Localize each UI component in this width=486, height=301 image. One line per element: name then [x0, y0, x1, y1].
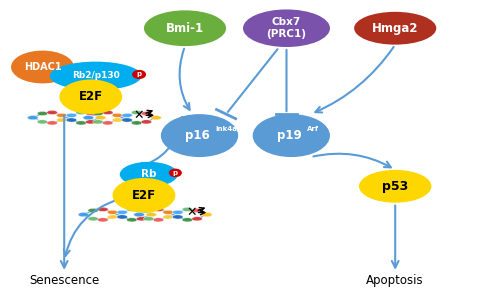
Ellipse shape: [11, 51, 74, 83]
Text: p19: p19: [277, 129, 301, 142]
Ellipse shape: [95, 116, 106, 120]
Text: ✕: ✕: [186, 206, 196, 219]
Ellipse shape: [136, 217, 147, 221]
Text: ✕: ✕: [134, 109, 144, 122]
Ellipse shape: [28, 116, 38, 120]
Ellipse shape: [144, 10, 226, 46]
Ellipse shape: [143, 217, 154, 221]
Ellipse shape: [37, 111, 48, 116]
Ellipse shape: [76, 121, 87, 125]
Ellipse shape: [66, 113, 77, 117]
Ellipse shape: [113, 178, 175, 213]
Ellipse shape: [359, 170, 432, 203]
Ellipse shape: [131, 110, 142, 115]
Ellipse shape: [141, 120, 152, 124]
Ellipse shape: [151, 116, 161, 120]
Ellipse shape: [192, 208, 202, 213]
Ellipse shape: [192, 217, 202, 221]
Ellipse shape: [173, 210, 183, 214]
Ellipse shape: [134, 213, 144, 217]
Ellipse shape: [163, 215, 174, 219]
Ellipse shape: [173, 215, 183, 219]
Ellipse shape: [98, 218, 108, 222]
Ellipse shape: [146, 213, 156, 217]
Ellipse shape: [78, 213, 89, 217]
Ellipse shape: [56, 118, 67, 122]
Text: Ink4a: Ink4a: [215, 126, 237, 132]
Ellipse shape: [153, 218, 164, 222]
Ellipse shape: [253, 114, 330, 157]
Text: Apoptosis: Apoptosis: [366, 274, 424, 287]
Ellipse shape: [37, 120, 48, 124]
Ellipse shape: [134, 213, 144, 217]
Ellipse shape: [201, 213, 212, 217]
Ellipse shape: [122, 118, 132, 122]
Ellipse shape: [354, 12, 436, 45]
Ellipse shape: [112, 118, 122, 122]
Ellipse shape: [103, 121, 113, 125]
Ellipse shape: [117, 210, 127, 214]
Ellipse shape: [47, 121, 57, 125]
Ellipse shape: [86, 120, 96, 124]
Ellipse shape: [88, 208, 99, 213]
Text: Rb: Rb: [141, 169, 156, 179]
Ellipse shape: [98, 207, 108, 212]
Ellipse shape: [126, 218, 137, 222]
Ellipse shape: [161, 114, 238, 157]
Ellipse shape: [50, 62, 141, 90]
Ellipse shape: [112, 113, 122, 117]
Ellipse shape: [153, 207, 164, 212]
Text: p: p: [173, 170, 178, 176]
Text: p16: p16: [185, 129, 209, 142]
Circle shape: [170, 169, 181, 176]
Ellipse shape: [151, 116, 161, 120]
Text: E2F: E2F: [79, 90, 103, 103]
Ellipse shape: [76, 110, 87, 115]
Ellipse shape: [28, 116, 38, 120]
Ellipse shape: [47, 110, 57, 115]
Ellipse shape: [88, 217, 99, 221]
Ellipse shape: [243, 9, 330, 47]
Text: Senescence: Senescence: [29, 274, 99, 287]
Text: Arf: Arf: [307, 126, 319, 132]
Ellipse shape: [107, 210, 118, 214]
Text: Rb2/p130: Rb2/p130: [72, 71, 120, 80]
Ellipse shape: [59, 79, 122, 114]
Text: Cbx7
(PRC1): Cbx7 (PRC1): [266, 17, 307, 39]
Text: Hmga2: Hmga2: [372, 22, 418, 35]
Text: p53: p53: [382, 180, 408, 193]
Text: Bmi-1: Bmi-1: [166, 22, 204, 35]
Ellipse shape: [122, 113, 132, 117]
Ellipse shape: [56, 113, 67, 117]
Ellipse shape: [95, 116, 106, 120]
Ellipse shape: [201, 213, 212, 217]
Text: HDAC1: HDAC1: [24, 62, 61, 72]
Ellipse shape: [107, 215, 118, 219]
Ellipse shape: [143, 208, 154, 213]
Ellipse shape: [141, 111, 152, 116]
Ellipse shape: [93, 120, 104, 124]
Ellipse shape: [131, 121, 142, 125]
Ellipse shape: [182, 218, 193, 222]
Text: p: p: [137, 71, 142, 77]
Ellipse shape: [146, 213, 156, 217]
Ellipse shape: [93, 111, 104, 116]
Ellipse shape: [120, 162, 178, 187]
Text: E2F: E2F: [132, 189, 156, 202]
Circle shape: [133, 70, 145, 78]
Ellipse shape: [83, 116, 94, 120]
Ellipse shape: [103, 110, 113, 115]
Ellipse shape: [182, 207, 193, 212]
Ellipse shape: [78, 213, 89, 217]
Ellipse shape: [117, 215, 127, 219]
Ellipse shape: [86, 111, 96, 116]
Ellipse shape: [83, 116, 94, 120]
Ellipse shape: [66, 118, 77, 122]
Ellipse shape: [136, 208, 147, 213]
Ellipse shape: [163, 210, 174, 214]
Ellipse shape: [126, 207, 137, 212]
